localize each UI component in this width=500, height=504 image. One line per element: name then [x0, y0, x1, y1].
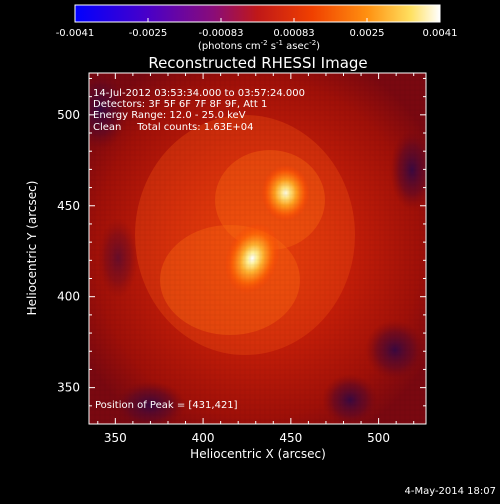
annotation-time: 14-Jul-2012 03:53:34.000 to 03:57:24.000 — [93, 88, 305, 99]
colorbar — [74, 4, 441, 23]
y-axis-label: Heliocentric Y (arcsec) — [25, 181, 39, 316]
colorbar-tick-label: -0.0025 — [129, 28, 168, 39]
colorbar-tick-label: 0.0041 — [423, 28, 458, 39]
annotation-block: 14-Jul-2012 03:53:34.000 to 03:57:24.000… — [93, 88, 305, 133]
x-axis-label: Heliocentric X (arcsec) — [190, 447, 326, 461]
x-tick-label: 500 — [367, 431, 390, 445]
heatmap-image — [89, 73, 426, 424]
annotation-energy: Energy Range: 12.0 - 25.0 keV — [93, 110, 246, 121]
x-tick-label: 400 — [192, 431, 215, 445]
y-axis: 350 400 450 500 — [57, 77, 426, 407]
chart-title: Reconstructed RHESSI Image — [148, 54, 367, 72]
colorbar-tick-label: -0.00083 — [199, 28, 244, 39]
y-tick-label: 450 — [57, 199, 80, 213]
y-tick-label: 400 — [57, 290, 80, 304]
timestamp: 4-May-2014 18:07 — [404, 486, 496, 497]
colorbar-tick-label: 0.0025 — [350, 28, 385, 39]
colorbar-tick-label: -0.0041 — [56, 28, 95, 39]
colorbar-ticks: -0.0041 -0.0025 -0.00083 0.00083 0.0025 0.004… — [56, 18, 458, 39]
x-axis: 350 400 450 500 — [97, 73, 415, 445]
plot-frame — [88, 72, 427, 425]
peak-position-label: Position of Peak = [431,421] — [95, 400, 238, 411]
colorbar-unit-label: (photons cm-2 s-1 asec-2) — [198, 39, 320, 52]
annotation-detectors: Detectors: 3F 5F 6F 7F 8F 9F, Att 1 — [93, 99, 267, 110]
annotation-counts: Clean Total counts: 1.63E+04 — [93, 122, 253, 133]
y-tick-label: 500 — [57, 108, 80, 122]
x-tick-label: 450 — [279, 431, 302, 445]
y-tick-label: 350 — [57, 381, 80, 395]
x-tick-label: 350 — [104, 431, 127, 445]
colorbar-tick-label: 0.00083 — [273, 28, 314, 39]
